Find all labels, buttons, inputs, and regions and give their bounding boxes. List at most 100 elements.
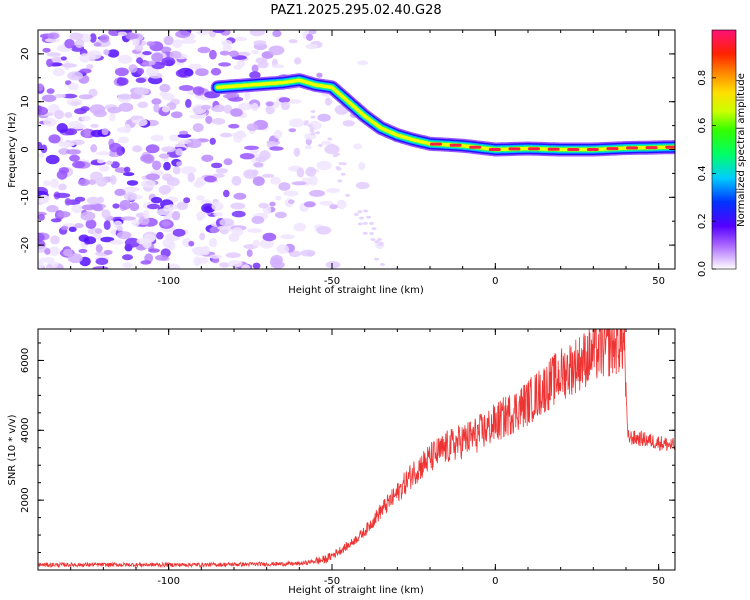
noise-blob: [374, 240, 380, 244]
noise-blob: [265, 101, 274, 107]
ridge-peak: [586, 148, 599, 151]
noise-blob: [46, 205, 59, 213]
x-tick-label: -100: [157, 576, 180, 587]
noise-blob: [192, 123, 204, 133]
noise-blob: [177, 133, 192, 138]
noise-blob: [310, 110, 316, 113]
noise-blob: [283, 190, 299, 197]
noise-blob: [222, 44, 233, 52]
noise-blob: [38, 152, 45, 158]
noise-blob: [161, 57, 176, 66]
noise-blob: [358, 162, 366, 171]
noise-blob: [255, 57, 268, 64]
spectrogram-y-label: Frequency (Hz): [7, 112, 18, 188]
noise-blob: [272, 30, 282, 38]
noise-blob: [340, 172, 346, 176]
noise-blob: [142, 51, 152, 56]
noise-blob: [326, 188, 340, 193]
x-tick-label: 50: [652, 276, 665, 287]
noise-blob: [213, 104, 225, 113]
noise-blob: [293, 147, 301, 157]
noise-blob: [217, 225, 227, 230]
noise-blob: [196, 30, 211, 35]
noise-blob: [329, 204, 338, 210]
noise-blob: [233, 192, 247, 200]
noise-blob: [83, 128, 91, 138]
noise-blob: [85, 219, 97, 229]
noise-blob: [38, 232, 45, 242]
colorbar-frame: [711, 29, 737, 270]
noise-blob: [176, 161, 183, 167]
noise-blob: [38, 83, 44, 92]
noise-blob: [274, 211, 287, 219]
spectrogram-x-label: Height of straight line (km): [288, 285, 424, 296]
noise-blob: [273, 129, 283, 139]
ridge-peak: [528, 147, 540, 151]
noise-blob: [80, 211, 96, 221]
noise-blob: [161, 220, 171, 227]
noise-blob: [99, 34, 110, 43]
noise-blob: [171, 210, 181, 221]
noise-blob: [74, 223, 84, 229]
noise-blob: [131, 219, 141, 227]
noise-blob: [187, 141, 202, 149]
noise-blob: [306, 33, 314, 41]
noise-blob: [185, 98, 192, 108]
noise-blob: [110, 161, 120, 169]
noise-blob: [131, 33, 139, 39]
noise-blob: [163, 205, 171, 212]
noise-blob: [120, 216, 136, 221]
noise-blob: [271, 64, 285, 69]
noise-blob: [219, 218, 235, 227]
noise-blob: [123, 186, 140, 193]
noise-blob: [64, 128, 78, 136]
noise-blob: [252, 262, 261, 269]
noise-blob: [189, 114, 205, 119]
noise-blob: [233, 132, 243, 143]
noise-blob: [262, 173, 275, 178]
noise-blob: [305, 43, 318, 50]
noise-blob: [175, 148, 183, 156]
noise-blob: [276, 244, 290, 254]
noise-blob: [56, 123, 68, 133]
noise-blob: [337, 179, 343, 183]
noise-blob: [54, 192, 71, 198]
noise-blob: [158, 185, 171, 195]
noise-blob: [309, 189, 325, 197]
noise-blob: [291, 181, 307, 186]
noise-blob: [145, 144, 160, 154]
colorbar-tick-label: 0.2: [697, 213, 708, 229]
noise-blob: [345, 193, 351, 197]
noise-blob: [211, 162, 223, 169]
noise-blob: [63, 142, 75, 147]
noise-blob: [278, 182, 291, 191]
noise-blob: [78, 178, 90, 187]
noise-blob: [253, 162, 264, 168]
noise-blob: [162, 105, 170, 113]
noise-blob: [78, 94, 94, 100]
noise-blob: [269, 201, 276, 207]
noise-blob: [132, 145, 143, 153]
noise-blob: [93, 42, 102, 47]
noise-blob: [117, 54, 133, 64]
y-tick-label: 20: [20, 48, 31, 61]
noise-blob: [327, 137, 333, 141]
noise-blob: [100, 236, 115, 243]
noise-blob: [201, 154, 214, 162]
noise-blob: [169, 134, 180, 142]
snr-panel: -100 -50 0 50 2000 4000 6000 Height of straig…: [7, 328, 676, 596]
noise-blob: [159, 83, 171, 93]
y-tick-label: 4000: [20, 418, 31, 443]
noise-blob: [308, 30, 317, 35]
noise-blob: [310, 115, 316, 119]
noise-blob: [90, 129, 104, 138]
noise-blob: [117, 93, 132, 103]
noise-blob: [103, 249, 113, 255]
noise-blob: [293, 57, 302, 65]
noise-blob: [246, 249, 253, 257]
noise-blob: [316, 160, 332, 171]
noise-blob: [117, 31, 127, 37]
noise-blob: [317, 144, 323, 147]
noise-blob: [116, 77, 129, 86]
noise-blob: [114, 188, 126, 196]
